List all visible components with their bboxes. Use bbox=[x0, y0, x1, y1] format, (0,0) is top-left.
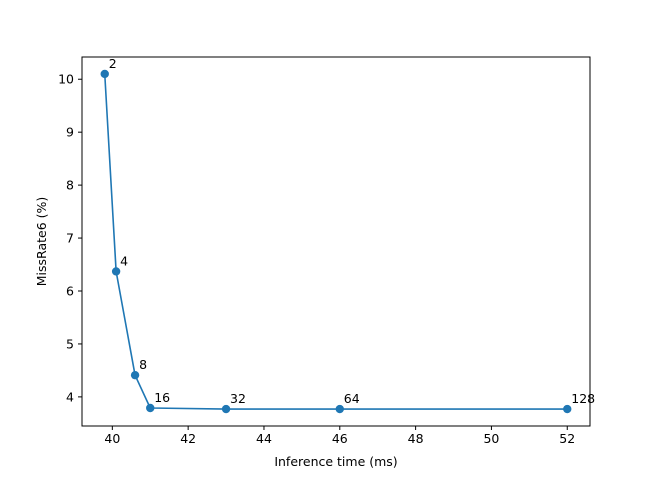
point-label: 32 bbox=[230, 391, 246, 406]
data-point bbox=[146, 403, 155, 413]
plot-area bbox=[82, 57, 590, 426]
point-label: 2 bbox=[109, 56, 117, 71]
data-point bbox=[111, 267, 121, 276]
data-point bbox=[221, 404, 231, 414]
y-tick-label: 5 bbox=[66, 336, 74, 351]
point-label: 16 bbox=[154, 390, 170, 405]
x-tick-label: 44 bbox=[256, 431, 272, 446]
x-axis-label: Inference time (ms) bbox=[274, 454, 397, 469]
point-label: 8 bbox=[139, 357, 147, 372]
y-tick-label: 9 bbox=[66, 125, 74, 140]
plot-frame bbox=[81, 56, 591, 427]
point-label: 128 bbox=[571, 391, 595, 406]
y-tick-label: 7 bbox=[66, 231, 74, 246]
data-point bbox=[563, 404, 572, 414]
y-tick-label: 4 bbox=[66, 389, 74, 404]
x-tick-label: 42 bbox=[180, 431, 196, 446]
y-axis-label: MissRate6 (%) bbox=[34, 197, 49, 287]
data-point bbox=[130, 370, 140, 380]
x-tick-label: 40 bbox=[104, 431, 120, 446]
data-layer: 2 4 8 16 32 64 128 bbox=[100, 56, 595, 414]
x-tick-label: 48 bbox=[408, 431, 424, 446]
data-point bbox=[100, 69, 109, 79]
x-tick-label: 52 bbox=[559, 431, 575, 446]
x-tick-label: 50 bbox=[483, 431, 499, 446]
x-tick-label: 46 bbox=[332, 431, 348, 446]
y-tick-label: 8 bbox=[66, 178, 74, 193]
y-tick-label: 10 bbox=[58, 72, 74, 87]
point-label: 64 bbox=[344, 391, 360, 406]
y-tick-label: 6 bbox=[66, 284, 74, 299]
data-point bbox=[335, 404, 344, 414]
point-label: 4 bbox=[120, 253, 128, 268]
